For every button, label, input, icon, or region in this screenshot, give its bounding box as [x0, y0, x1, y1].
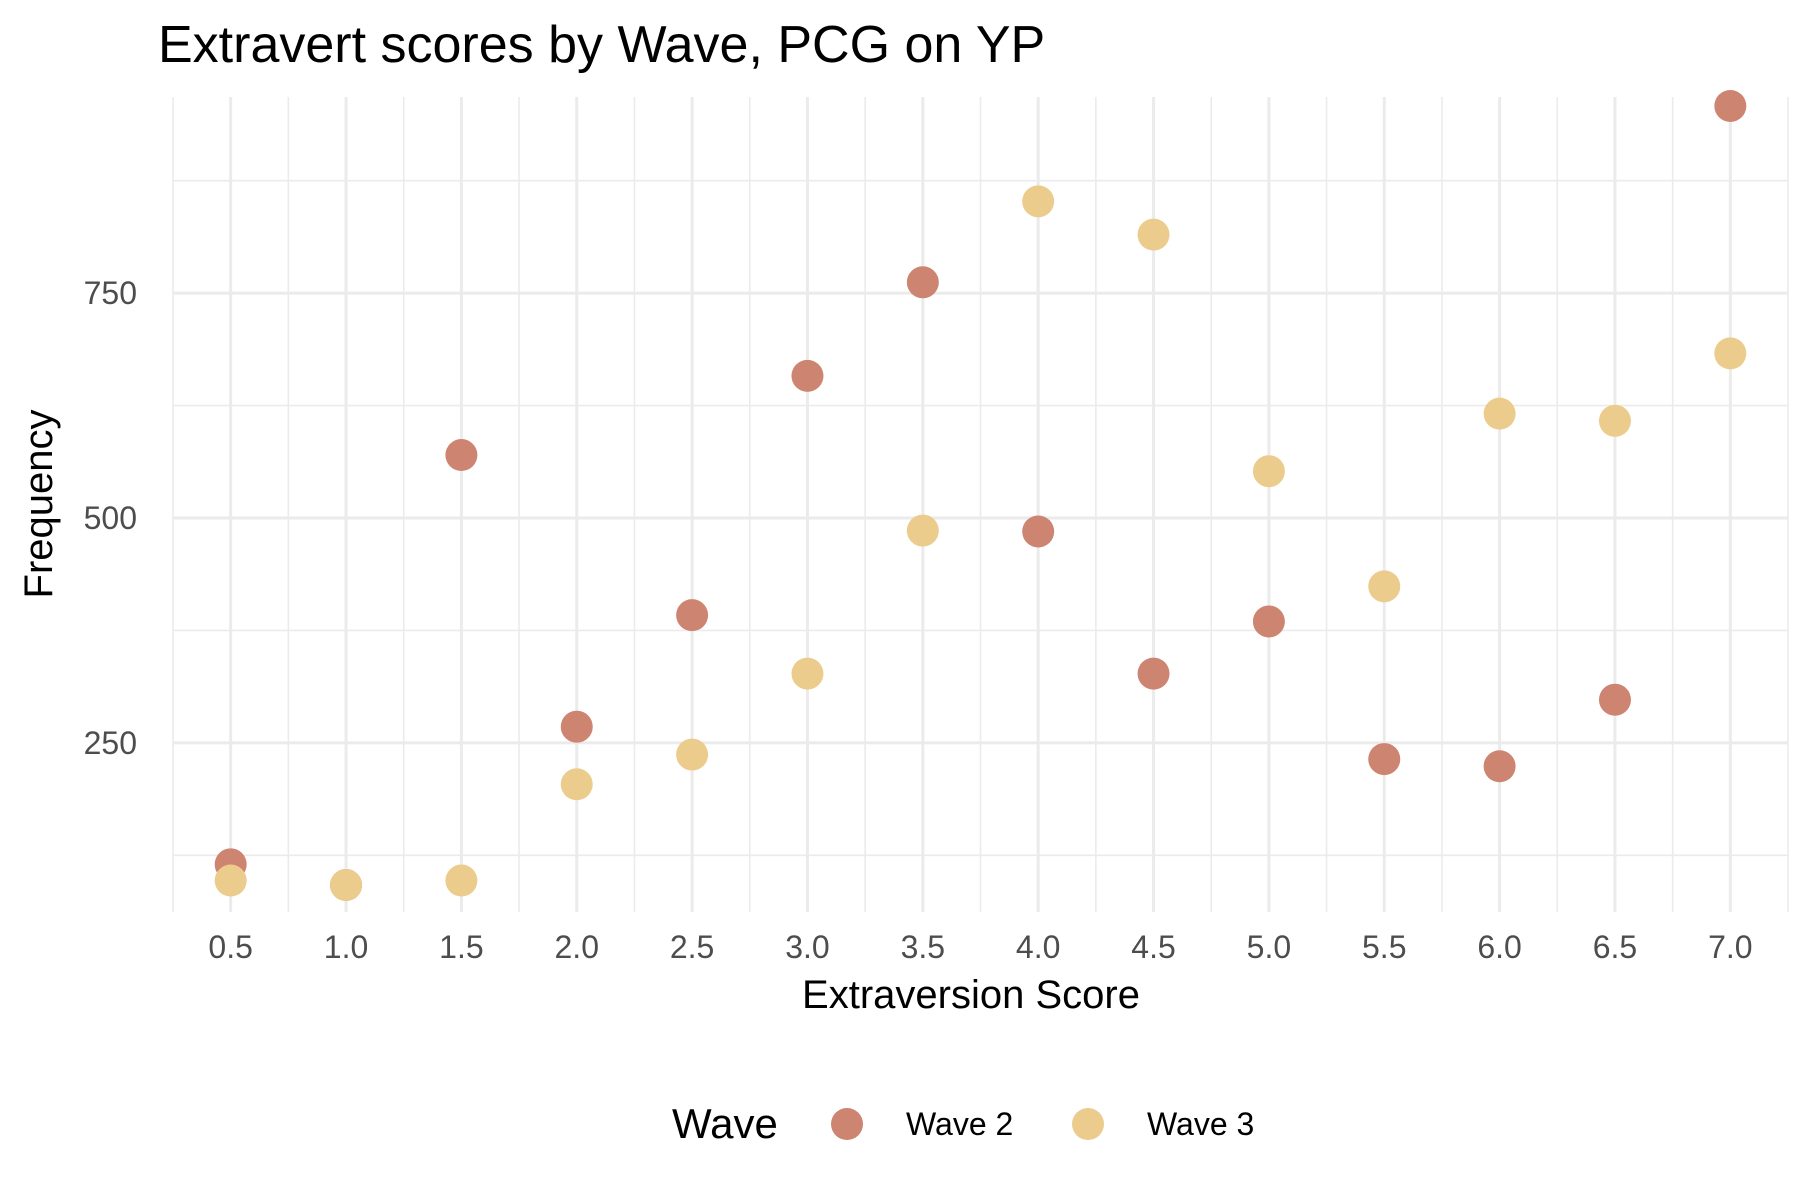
x-tick-label: 7.0 [1708, 929, 1752, 965]
chart-title: Extravert scores by Wave, PCG on YP [158, 16, 1045, 74]
legend-label-wave-3: Wave 3 [1147, 1106, 1254, 1142]
point-wave-2 [791, 359, 824, 392]
point-wave-2 [560, 710, 593, 743]
grid [172, 97, 1789, 912]
legend-key-wave-2 [831, 1108, 863, 1140]
point-wave-2 [676, 599, 709, 632]
legend-title: Wave [672, 1100, 778, 1147]
point-wave-2 [1137, 657, 1170, 690]
y-tick-label: 750 [84, 275, 137, 311]
x-tick-label: 3.0 [785, 929, 829, 965]
y-axis-title: Frequency [17, 410, 61, 599]
x-tick-label: 1.5 [439, 929, 483, 965]
point-wave-3 [330, 869, 363, 902]
point-wave-2 [906, 266, 939, 299]
point-wave-2 [1368, 743, 1401, 776]
x-tick-label: 2.5 [670, 929, 714, 965]
point-wave-3 [1252, 455, 1285, 488]
x-tick-label: 4.5 [1131, 929, 1175, 965]
point-wave-3 [906, 514, 939, 547]
x-tick-label: 5.5 [1362, 929, 1406, 965]
point-wave-3 [1368, 570, 1401, 603]
point-wave-2 [1714, 89, 1747, 122]
legend-key-wave-3 [1072, 1108, 1104, 1140]
legend-label-wave-2: Wave 2 [906, 1106, 1013, 1142]
point-wave-3 [560, 768, 593, 801]
point-wave-3 [676, 738, 709, 771]
x-axis-title: Extraversion Score [802, 973, 1140, 1017]
point-wave-3 [1137, 218, 1170, 251]
x-tick-label: 0.5 [208, 929, 252, 965]
point-wave-3 [791, 657, 824, 690]
point-wave-3 [1598, 404, 1631, 437]
x-tick-label: 2.0 [555, 929, 599, 965]
y-tick-label: 500 [84, 500, 137, 536]
point-wave-2 [1252, 605, 1285, 638]
point-wave-2 [1598, 683, 1631, 716]
y-tick-label: 250 [84, 725, 137, 761]
x-tick-label: 3.5 [901, 929, 945, 965]
point-wave-2 [1022, 515, 1055, 548]
legend: Wave Wave 2 Wave 3 [672, 1100, 1254, 1147]
point-wave-2 [1483, 750, 1516, 783]
x-tick-label: 6.5 [1593, 929, 1637, 965]
x-tick-label: 4.0 [1016, 929, 1060, 965]
x-tick-label: 1.0 [324, 929, 368, 965]
point-wave-3 [445, 864, 478, 897]
point-wave-2 [445, 439, 478, 472]
point-wave-3 [1022, 185, 1055, 218]
y-tick-labels: 250 500 750 [84, 275, 137, 761]
point-wave-3 [214, 864, 247, 897]
point-wave-3 [1483, 397, 1516, 430]
x-tick-label: 6.0 [1477, 929, 1521, 965]
data-points [214, 89, 1747, 902]
x-tick-labels: 0.5 1.0 1.5 2.0 2.5 3.0 3.5 4.0 4.5 5.0 5.5 6.0 6.5 7… [208, 929, 1752, 965]
point-wave-3 [1714, 337, 1747, 370]
x-tick-label: 5.0 [1247, 929, 1291, 965]
